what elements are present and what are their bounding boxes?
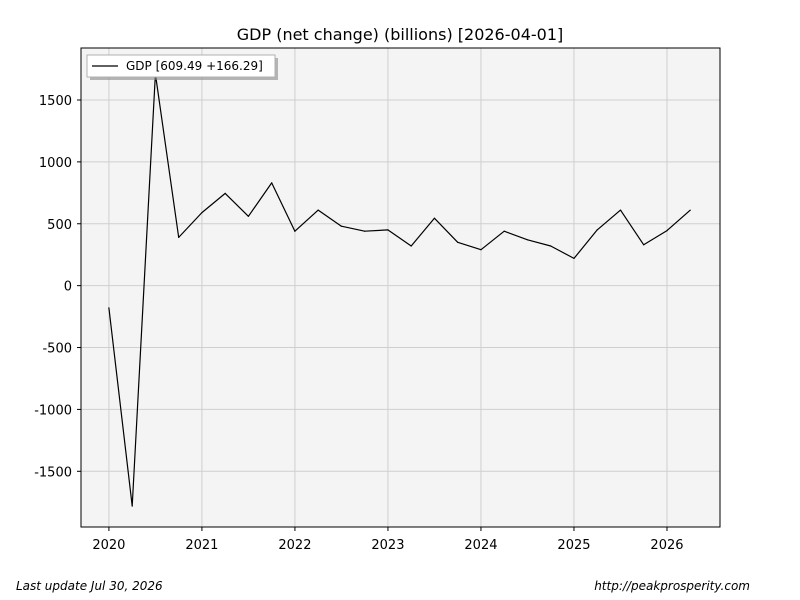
gdp-series-line bbox=[108, 73, 691, 507]
gdp-data-point bbox=[596, 229, 598, 231]
gdp-data-point bbox=[433, 217, 435, 219]
grid bbox=[81, 48, 720, 527]
gdp-data-point bbox=[503, 230, 505, 232]
y-tick-label: -1000 bbox=[34, 403, 72, 418]
y-tick-label: -500 bbox=[42, 342, 72, 357]
gdp-data-point bbox=[108, 307, 110, 309]
series-layer bbox=[108, 73, 691, 507]
gdp-data-point bbox=[340, 225, 342, 227]
axis-ticks: -1500 -1000 -500 0 500 1000 1500 2020 2021 2022 20… bbox=[34, 94, 683, 553]
gdp-data-point bbox=[224, 192, 226, 194]
x-tick-label: 2023 bbox=[371, 538, 404, 553]
gdp-data-point bbox=[131, 505, 133, 507]
x-tick-label: 2025 bbox=[557, 538, 590, 553]
x-tick-label: 2021 bbox=[185, 538, 218, 553]
plot-frame bbox=[80, 47, 721, 528]
gdp-data-point bbox=[643, 244, 645, 246]
source-url-text: http://peakprosperity.com bbox=[594, 579, 750, 593]
gdp-data-point bbox=[178, 236, 180, 238]
legend-box bbox=[86, 54, 276, 78]
plot-area bbox=[81, 48, 720, 527]
last-update-text: Last update Jul 30, 2026 bbox=[16, 579, 163, 593]
gdp-data-point bbox=[364, 230, 366, 232]
gdp-data-point bbox=[294, 230, 296, 232]
gdp-data-point bbox=[619, 209, 622, 211]
gdp-data-point bbox=[550, 245, 552, 247]
y-tick-label: 0 bbox=[64, 280, 72, 295]
legend: GDP [609.49 +166.29] bbox=[86, 54, 278, 80]
gdp-data-point bbox=[410, 245, 412, 247]
gdp-data-point bbox=[526, 239, 529, 241]
chart-title: GDP (net change) (billions) [2026-04-01] bbox=[237, 25, 564, 44]
gdp-data-point bbox=[247, 215, 249, 217]
gdp-data-point bbox=[317, 209, 319, 211]
x-tick-label: 2022 bbox=[278, 538, 311, 553]
x-tick-label: 2020 bbox=[92, 538, 125, 553]
gdp-data-point bbox=[573, 257, 575, 259]
y-tick-label: -1500 bbox=[34, 465, 72, 480]
gdp-data-point bbox=[457, 241, 459, 243]
gdp-data-point bbox=[666, 230, 668, 232]
legend-label: GDP [609.49 +166.29] bbox=[126, 59, 263, 73]
gdp-data-point bbox=[480, 249, 482, 251]
x-tick-label: 2024 bbox=[464, 538, 497, 553]
gdp-data-point bbox=[387, 229, 389, 231]
y-tick-label: 1000 bbox=[39, 156, 72, 171]
y-tick-label: 1500 bbox=[39, 94, 72, 109]
x-tick-label: 2026 bbox=[650, 538, 683, 553]
gdp-data-point bbox=[689, 209, 691, 211]
y-tick-label: 500 bbox=[47, 218, 72, 233]
gdp-data-point bbox=[271, 182, 273, 184]
gdp-data-point bbox=[201, 212, 203, 214]
